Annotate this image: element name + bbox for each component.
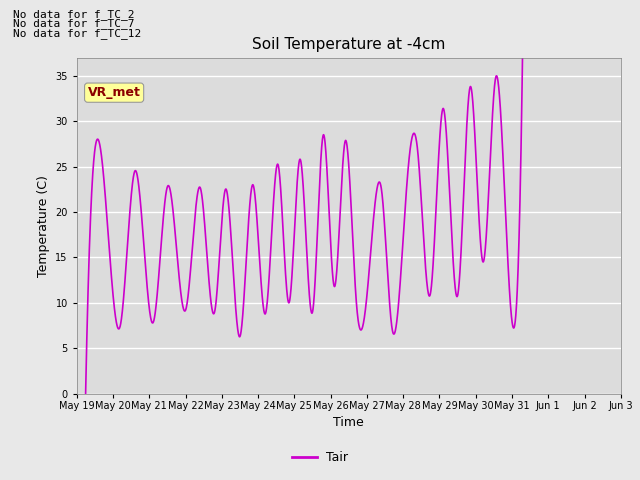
- Text: No data for f_TC_12: No data for f_TC_12: [13, 28, 141, 39]
- Title: Soil Temperature at -4cm: Soil Temperature at -4cm: [252, 37, 445, 52]
- Text: No data for f_TC_7: No data for f_TC_7: [13, 18, 134, 29]
- X-axis label: Time: Time: [333, 416, 364, 429]
- Y-axis label: Temperature (C): Temperature (C): [36, 175, 50, 276]
- Text: No data for f_TC_2: No data for f_TC_2: [13, 9, 134, 20]
- Legend: Tair: Tair: [287, 446, 353, 469]
- Text: VR_met: VR_met: [88, 86, 141, 99]
